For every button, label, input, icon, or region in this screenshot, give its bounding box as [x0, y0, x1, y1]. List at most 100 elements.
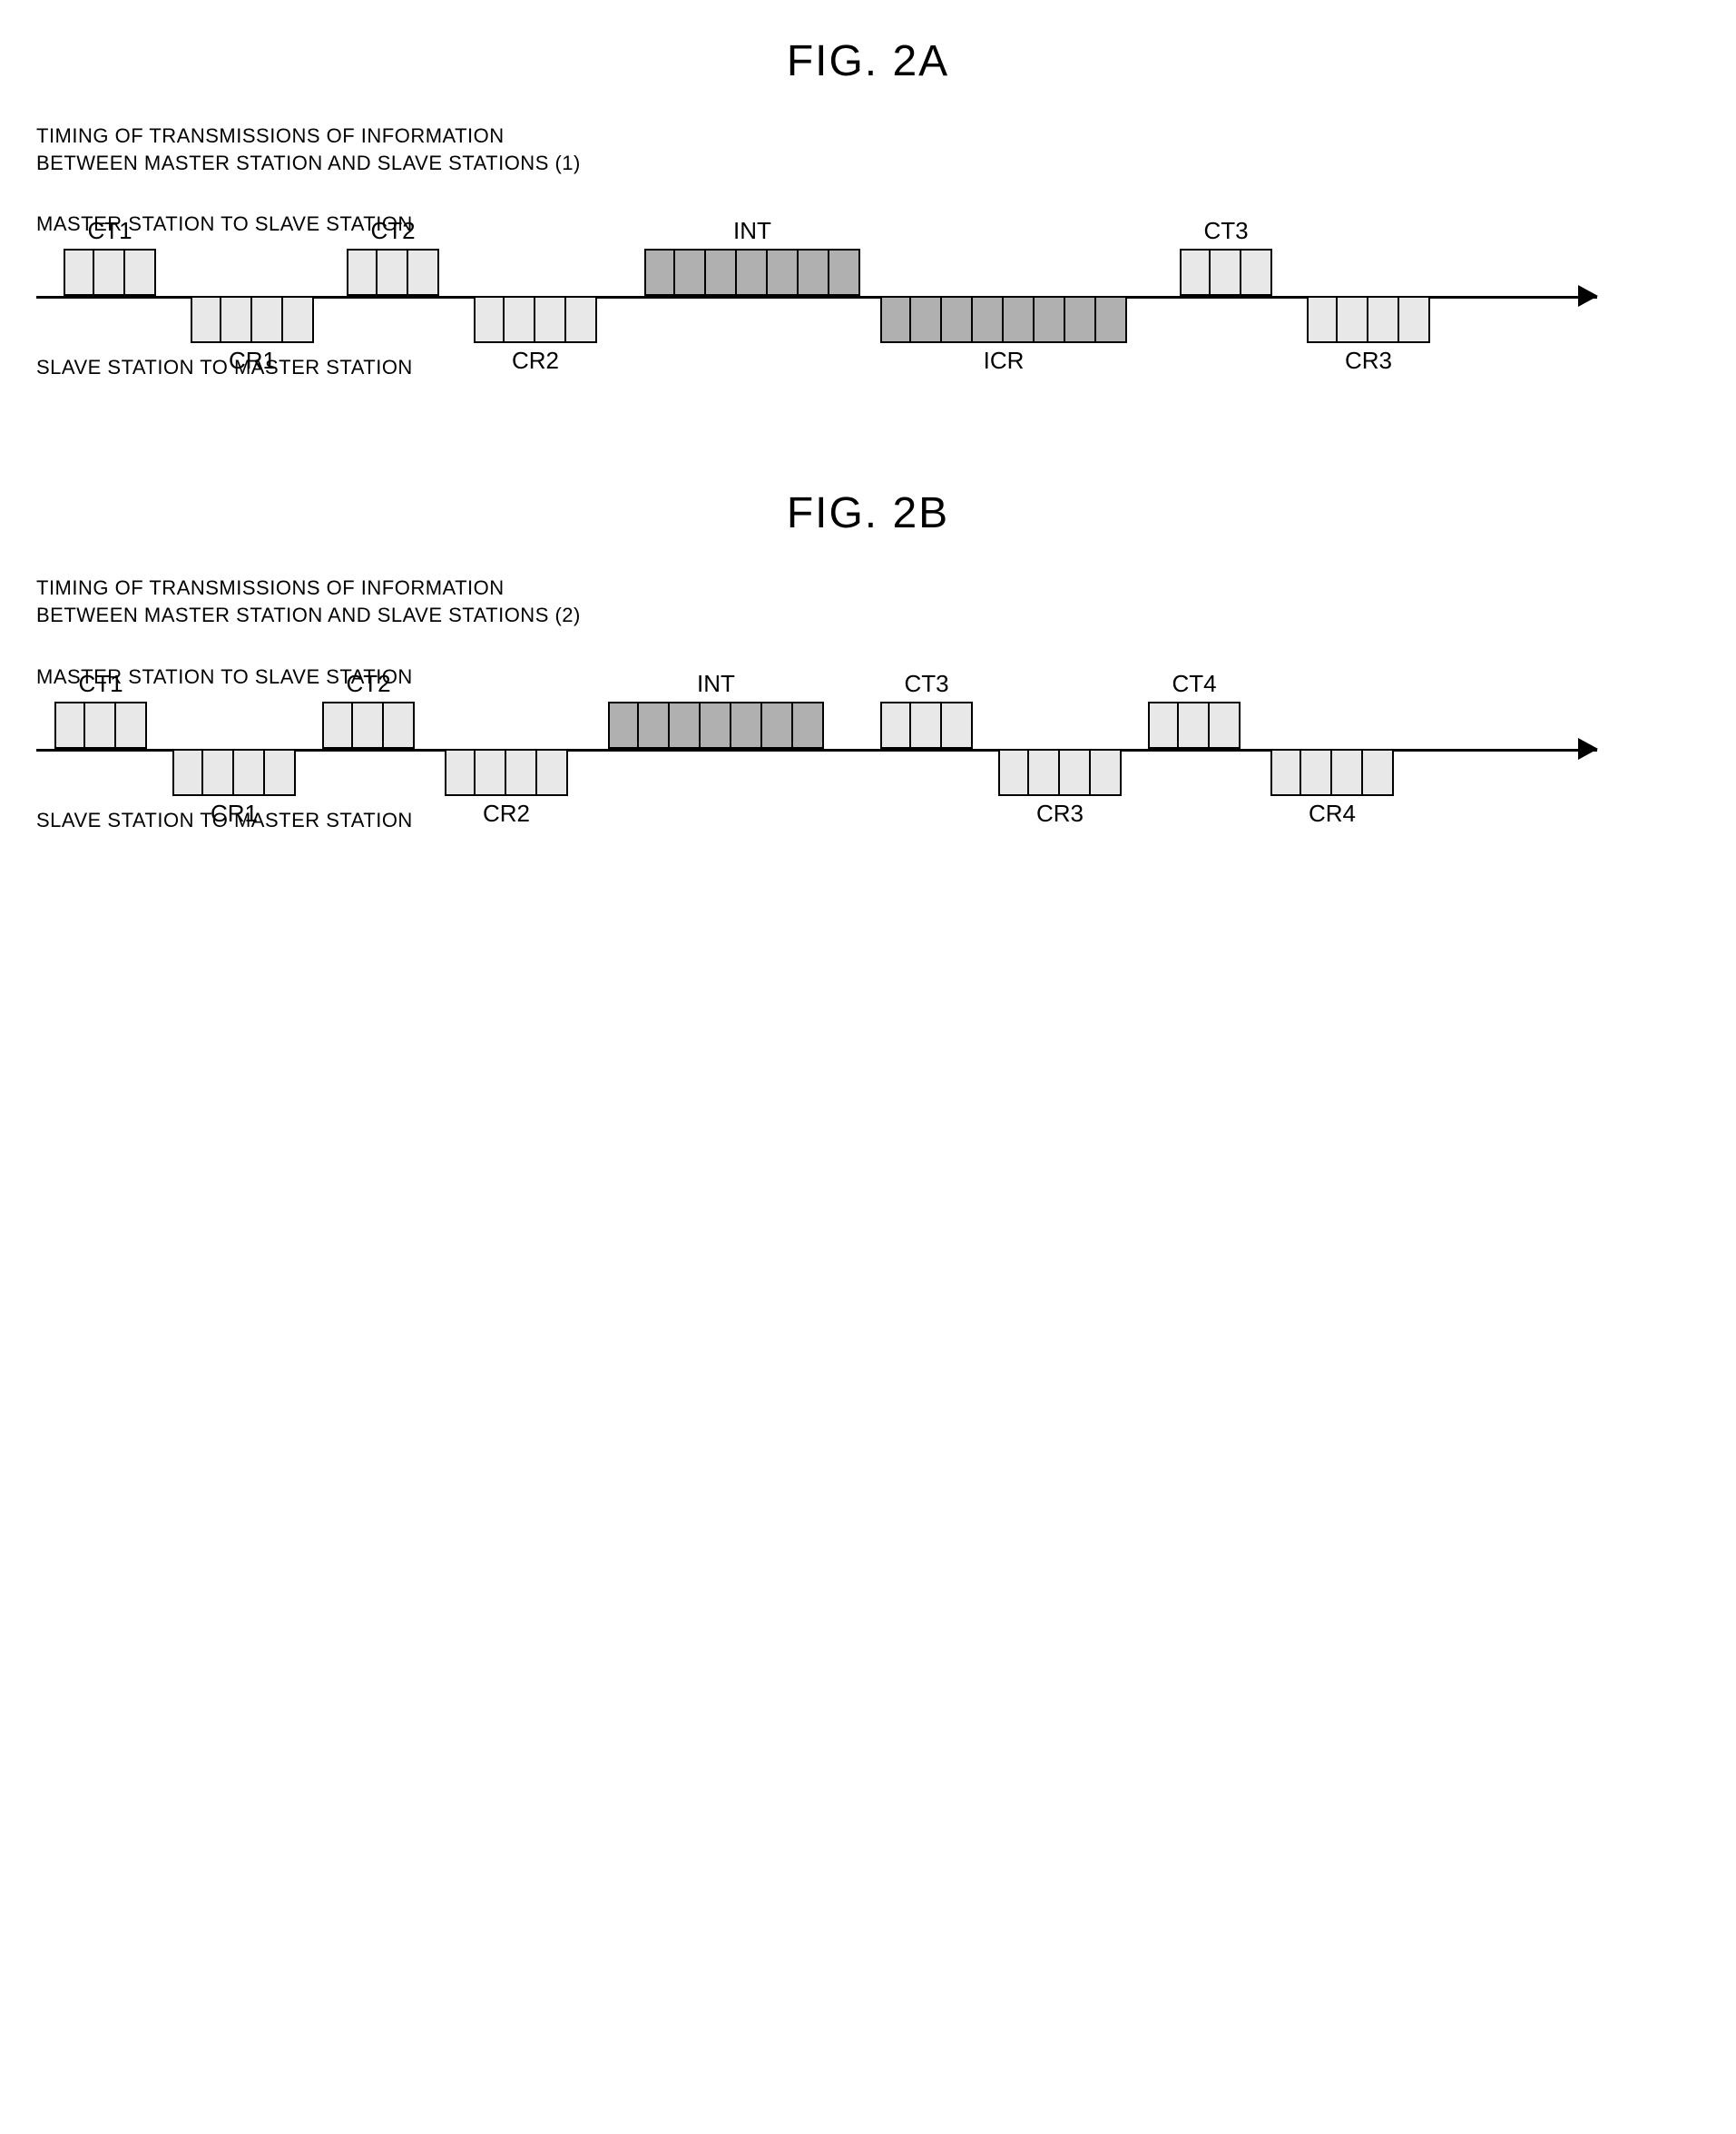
- block-ct3: CT3: [880, 702, 973, 749]
- block-cell: [566, 296, 597, 343]
- block-cell: [384, 702, 415, 749]
- block-cell: [644, 249, 675, 296]
- lower-lane-label: SLAVE STATION TO MASTER STATION: [36, 809, 1700, 832]
- block-cell: [1096, 296, 1127, 343]
- block-cell: [203, 749, 234, 796]
- block-cell: [639, 702, 670, 749]
- block-cell: [731, 702, 762, 749]
- block-cell: [1060, 749, 1091, 796]
- block-cell: [675, 249, 706, 296]
- figure-1: FIG. 2B TIMING OF TRANSMISSIONS OF INFORM…: [36, 488, 1700, 831]
- block-cell: [1211, 249, 1241, 296]
- block-cr3: CR3: [998, 749, 1122, 796]
- block-cell: [1091, 749, 1122, 796]
- block-cell: [85, 702, 116, 749]
- block-icr: ICR: [880, 296, 1127, 343]
- figure-title: FIG. 2B: [36, 488, 1700, 538]
- upper-lane-label: MASTER STATION TO SLAVE STATION: [36, 665, 1700, 689]
- block-cell: [191, 296, 221, 343]
- block-cr3: CR3: [1307, 296, 1430, 343]
- block-cell: [265, 749, 296, 796]
- block-label: CT2: [370, 217, 415, 245]
- block-int: INT: [608, 702, 824, 749]
- block-cell: [347, 249, 378, 296]
- block-label: CT1: [87, 217, 132, 245]
- block-cell: [506, 749, 537, 796]
- block-cell: [408, 249, 439, 296]
- block-ct2: CT2: [347, 249, 439, 296]
- block-label: CT1: [78, 670, 123, 698]
- block-cell: [252, 296, 283, 343]
- block-ct1: CT1: [54, 702, 147, 749]
- block-label: INT: [733, 217, 771, 245]
- block-cr2: CR2: [474, 296, 597, 343]
- block-cell: [476, 749, 506, 796]
- block-cell: [1035, 296, 1065, 343]
- block-cell: [116, 702, 147, 749]
- timeline-track: CT1CR1CT2CR2INTICRCT3CR3: [36, 241, 1597, 350]
- block-label: CR1: [211, 800, 258, 828]
- block-cell: [706, 249, 737, 296]
- block-cell: [64, 249, 94, 296]
- block-label: CR2: [512, 347, 559, 375]
- block-label: INT: [697, 670, 735, 698]
- block-cell: [1338, 296, 1368, 343]
- block-cr1: CR1: [191, 296, 314, 343]
- block-cell: [505, 296, 535, 343]
- block-cell: [1241, 249, 1272, 296]
- block-label: CR2: [483, 800, 530, 828]
- block-cell: [793, 702, 824, 749]
- block-cell: [353, 702, 384, 749]
- block-cell: [535, 296, 566, 343]
- block-cell: [1270, 749, 1301, 796]
- block-label: ICR: [984, 347, 1025, 375]
- block-cell: [234, 749, 265, 796]
- block-label: CR3: [1036, 800, 1084, 828]
- block-cell: [1210, 702, 1241, 749]
- block-cell: [474, 296, 505, 343]
- block-cell: [768, 249, 799, 296]
- block-ct4: CT4: [1148, 702, 1241, 749]
- block-cell: [608, 702, 639, 749]
- block-label: CT3: [1203, 217, 1248, 245]
- subtitle-line-1: TIMING OF TRANSMISSIONS OF INFORMATION: [36, 575, 1700, 602]
- block-cell: [537, 749, 568, 796]
- axis-arrowhead-icon: [1578, 285, 1598, 307]
- block-cell: [1399, 296, 1430, 343]
- block-cell: [445, 749, 476, 796]
- figure-0: FIG. 2ATIMING OF TRANSMISSIONS OF INFORM…: [36, 36, 1700, 379]
- block-cell: [942, 702, 973, 749]
- axis-arrowhead-icon: [1578, 738, 1598, 760]
- block-cell: [54, 702, 85, 749]
- block-cell: [1332, 749, 1363, 796]
- block-cell: [737, 249, 768, 296]
- block-cell: [378, 249, 408, 296]
- block-cell: [973, 296, 1004, 343]
- lower-lane-label: SLAVE STATION TO MASTER STATION: [36, 356, 1700, 379]
- block-label: CR4: [1309, 800, 1356, 828]
- block-cell: [1179, 702, 1210, 749]
- block-cell: [1307, 296, 1338, 343]
- block-ct1: CT1: [64, 249, 156, 296]
- block-cell: [221, 296, 252, 343]
- block-cell: [799, 249, 829, 296]
- upper-lane-label: MASTER STATION TO SLAVE STATION: [36, 212, 1700, 236]
- block-cr1: CR1: [172, 749, 296, 796]
- block-cell: [670, 702, 701, 749]
- block-label: CT3: [904, 670, 948, 698]
- block-cell: [322, 702, 353, 749]
- block-cell: [911, 702, 942, 749]
- block-ct2: CT2: [322, 702, 415, 749]
- block-label: CR3: [1345, 347, 1392, 375]
- block-cell: [1368, 296, 1399, 343]
- block-cell: [1363, 749, 1394, 796]
- block-cell: [1301, 749, 1332, 796]
- block-cell: [880, 296, 911, 343]
- timeline: CT1CR1CT2CR2INTCT3CR3CT4CR4: [36, 694, 1597, 803]
- block-cell: [1029, 749, 1060, 796]
- block-label: CT2: [346, 670, 390, 698]
- block-cell: [283, 296, 314, 343]
- timeline-track: CT1CR1CT2CR2INTCT3CR3CT4CR4: [36, 694, 1597, 803]
- block-cell: [880, 702, 911, 749]
- block-cell: [1004, 296, 1035, 343]
